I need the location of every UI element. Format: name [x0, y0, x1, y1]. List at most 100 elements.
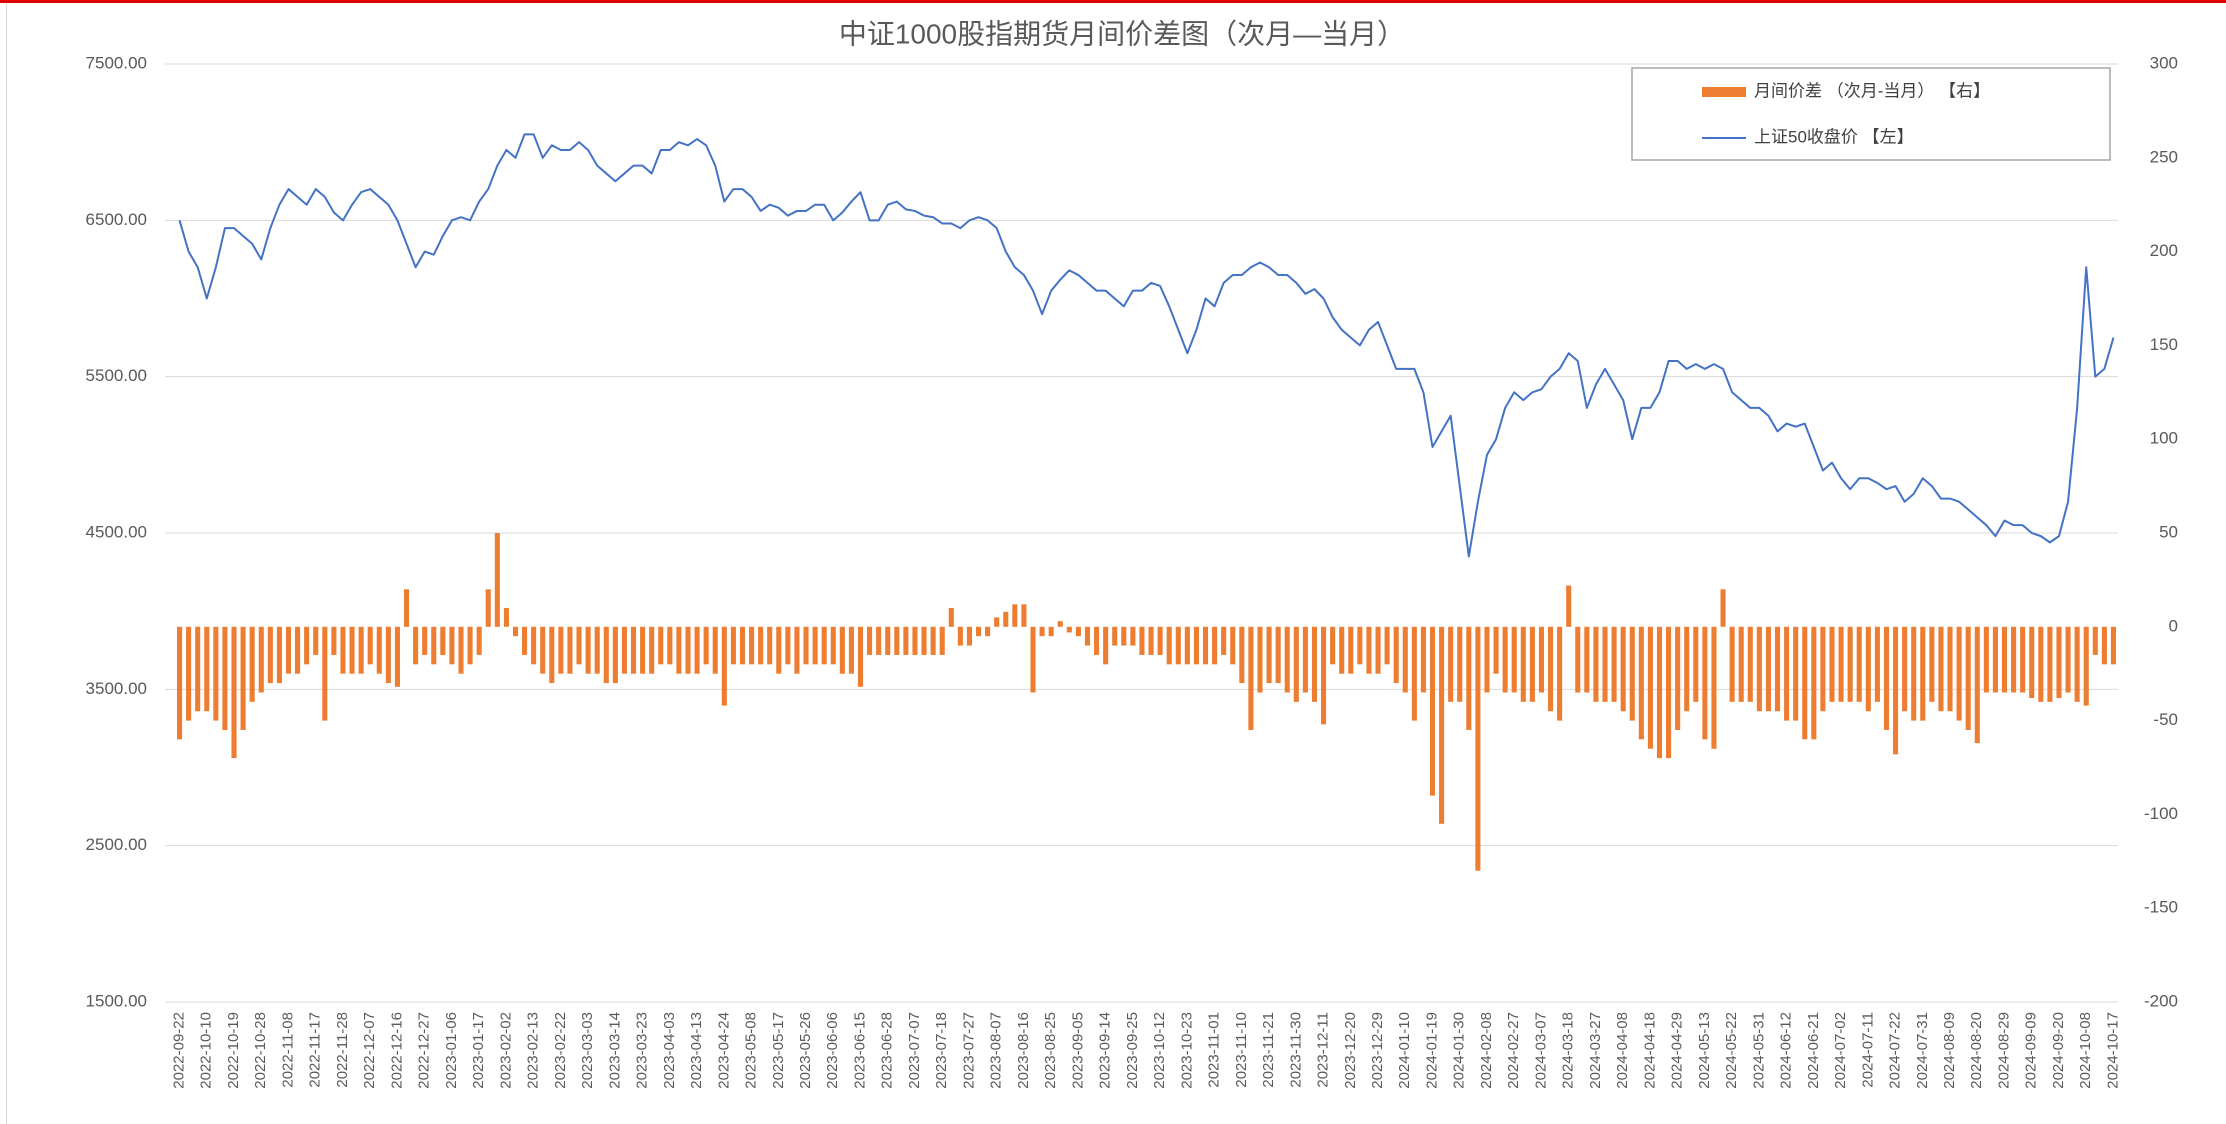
bar	[1493, 626, 1499, 674]
bar	[1793, 626, 1799, 721]
bar	[313, 626, 319, 655]
x-tick-label: 2024-07-22	[1887, 1012, 1904, 1089]
x-tick-label: 2022-12-27	[416, 1012, 433, 1089]
y2-tick-label: 100	[2150, 429, 2178, 448]
bar	[403, 589, 410, 627]
bar	[385, 626, 391, 684]
bar	[195, 626, 201, 712]
bar	[1411, 626, 1417, 721]
bar	[413, 626, 419, 665]
bar	[295, 626, 301, 674]
x-tick-label: 2024-08-20	[1968, 1012, 1985, 1089]
bar	[1765, 626, 1771, 712]
x-tick-label: 2023-01-06	[443, 1012, 460, 1089]
y2-tick-label: 150	[2150, 335, 2178, 354]
bar	[1820, 626, 1826, 712]
bar	[1003, 611, 1009, 627]
x-tick-label: 2024-04-18	[1641, 1012, 1658, 1089]
bar	[1402, 626, 1408, 693]
x-tick-label: 2023-11-30	[1287, 1012, 1304, 1088]
bar	[1511, 626, 1517, 693]
bar	[948, 608, 954, 627]
bar	[939, 626, 945, 655]
bar	[685, 626, 691, 674]
bar	[1466, 626, 1472, 730]
x-tick-label: 2023-04-24	[715, 1012, 732, 1089]
x-tick-label: 2023-08-16	[1015, 1012, 1032, 1089]
y2-tick-label: -200	[2144, 991, 2178, 1010]
y-tick-label: 2500.00	[86, 835, 147, 854]
bar	[222, 626, 228, 730]
x-tick-label: 2023-08-25	[1042, 1012, 1059, 1089]
bar	[1893, 626, 1899, 755]
bar	[1103, 626, 1109, 665]
y2-tick-label: -100	[2144, 804, 2178, 823]
x-tick-label: 2024-03-27	[1587, 1012, 1604, 1089]
x-tick-label: 2023-02-22	[552, 1012, 569, 1089]
x-tick-label: 2024-03-18	[1560, 1012, 1577, 1089]
x-tick-label: 2023-04-03	[661, 1012, 678, 1089]
bar	[640, 626, 646, 674]
bar	[1030, 626, 1036, 693]
bar	[903, 626, 909, 655]
bar	[1239, 626, 1245, 684]
bar	[839, 626, 845, 674]
bar	[1974, 626, 1980, 744]
x-tick-label: 2024-05-31	[1750, 1012, 1767, 1089]
x-tick-label: 2023-09-25	[1124, 1012, 1141, 1089]
x-tick-label: 2024-07-11	[1859, 1012, 1876, 1088]
x-tick-label: 2022-10-19	[225, 1012, 242, 1089]
bar	[1039, 626, 1045, 637]
left-border	[6, 3, 7, 1124]
bar	[349, 626, 355, 674]
bar	[1221, 626, 1227, 655]
bar	[1702, 626, 1708, 740]
y-tick-label: 3500.00	[86, 679, 147, 698]
x-tick-label: 2022-09-22	[171, 1012, 188, 1089]
bar	[422, 626, 428, 655]
bar	[821, 626, 827, 665]
bar	[1284, 626, 1290, 693]
bar	[340, 626, 346, 674]
bar	[431, 626, 437, 665]
bar	[2029, 626, 2035, 699]
bar	[848, 626, 854, 674]
x-tick-label: 2023-06-28	[879, 1012, 896, 1089]
bar	[2020, 626, 2026, 693]
x-tick-label: 2024-01-19	[1423, 1012, 1440, 1089]
y2-tick-label: 300	[2150, 53, 2178, 72]
bar	[1747, 626, 1753, 702]
y2-tick-label: -50	[2153, 710, 2178, 729]
bar	[1357, 626, 1363, 665]
x-tick-label: 2022-10-10	[198, 1012, 215, 1089]
bar	[1230, 626, 1236, 665]
bar	[440, 626, 446, 655]
bar	[1420, 626, 1426, 693]
bar	[1348, 626, 1354, 674]
bar	[1439, 626, 1445, 824]
x-tick-label: 2023-02-13	[525, 1012, 542, 1089]
bar	[558, 626, 564, 674]
bar	[894, 626, 900, 655]
x-tick-label: 2023-05-08	[743, 1012, 760, 1089]
bar	[1784, 626, 1790, 721]
bar	[1538, 626, 1544, 693]
x-tick-label: 2024-08-09	[1941, 1012, 1958, 1089]
bar	[921, 626, 927, 655]
bar	[912, 626, 918, 655]
bar	[630, 626, 637, 674]
bar	[1738, 626, 1744, 702]
bar	[358, 626, 364, 674]
x-tick-label: 2024-06-12	[1778, 1012, 1795, 1089]
bar	[240, 626, 246, 730]
bar	[712, 626, 718, 674]
legend-box	[1631, 67, 2111, 161]
bar	[1602, 626, 1608, 702]
bar	[1248, 626, 1254, 730]
bar	[2011, 626, 2017, 693]
bar	[1048, 626, 1054, 637]
bar	[1575, 626, 1581, 693]
bar	[1920, 626, 1926, 721]
x-tick-label: 2022-11-08	[279, 1012, 296, 1088]
